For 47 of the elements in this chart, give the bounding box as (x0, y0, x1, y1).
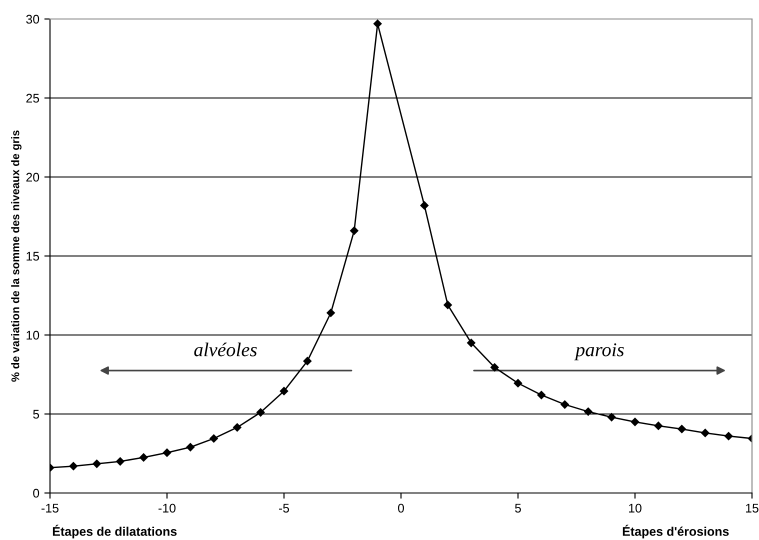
y-tick-label: 25 (26, 94, 40, 103)
text: Étapes de dilatations (52, 524, 177, 538)
point (186, 443, 195, 452)
point (724, 432, 733, 440)
point (467, 338, 476, 348)
x-tick-label: 0 (398, 504, 404, 513)
y-tick-label: 0 (33, 488, 40, 498)
point (210, 434, 218, 443)
point (139, 453, 148, 462)
point (326, 308, 335, 318)
y-tick-label: 10 (26, 330, 40, 340)
x-tick-label: 5 (515, 504, 521, 513)
y-tick-label: 5 (33, 410, 40, 419)
y-tick-label: 20 (26, 172, 40, 182)
point (444, 300, 452, 310)
x-tick-label: 15 (746, 504, 758, 513)
text: Étapes d'érosions (622, 524, 729, 538)
x-tick-label: -10 (158, 504, 176, 513)
point (280, 386, 288, 396)
point (607, 413, 616, 422)
point (69, 462, 78, 470)
point (630, 418, 640, 426)
point (537, 390, 546, 400)
y-tick-label: 15 (26, 252, 40, 261)
y-tick-label: 30 (26, 14, 40, 24)
annotation: alvéoles (194, 342, 257, 356)
point (560, 400, 569, 409)
point (701, 428, 710, 438)
point (350, 226, 358, 235)
point (514, 379, 522, 388)
point (256, 408, 265, 417)
point (162, 448, 172, 457)
x-tick-label: 10 (629, 504, 642, 513)
annotation: parois (574, 343, 624, 360)
y-axis-title: % de variation de la somme des niveaux de gris (11, 130, 22, 382)
point (584, 408, 592, 416)
point (490, 363, 499, 372)
point (303, 356, 312, 366)
point (654, 422, 663, 430)
point (420, 201, 429, 210)
point (92, 460, 101, 468)
point (373, 20, 382, 28)
point (678, 424, 686, 434)
x-tick-label: -15 (42, 504, 59, 513)
x-tick-label: -5 (279, 504, 290, 513)
point (233, 423, 242, 432)
point (116, 457, 124, 466)
